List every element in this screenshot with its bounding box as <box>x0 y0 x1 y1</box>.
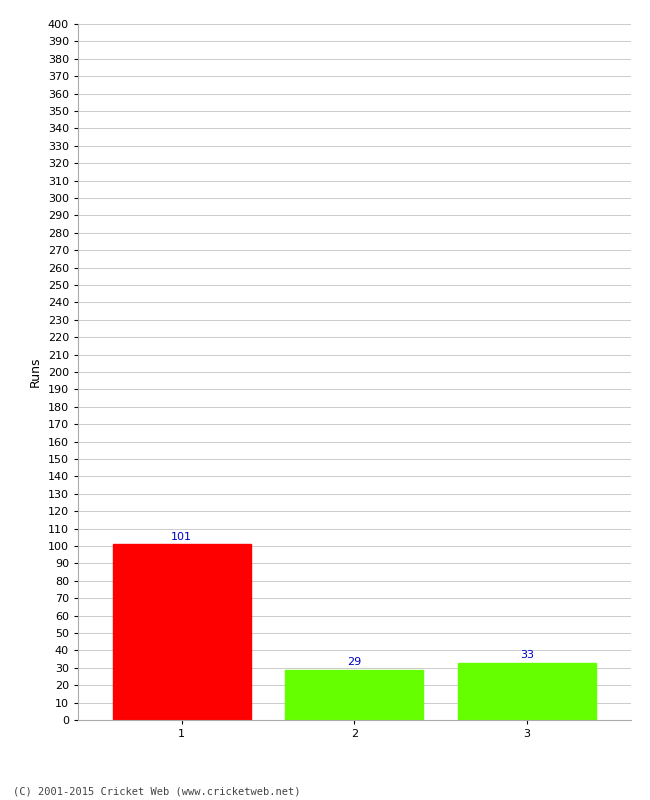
Text: 101: 101 <box>171 532 192 542</box>
Y-axis label: Runs: Runs <box>29 357 42 387</box>
Bar <box>458 662 596 720</box>
Text: 33: 33 <box>520 650 534 660</box>
Text: 29: 29 <box>347 657 361 667</box>
Bar <box>112 544 251 720</box>
Bar <box>285 670 423 720</box>
Text: (C) 2001-2015 Cricket Web (www.cricketweb.net): (C) 2001-2015 Cricket Web (www.cricketwe… <box>13 786 300 796</box>
